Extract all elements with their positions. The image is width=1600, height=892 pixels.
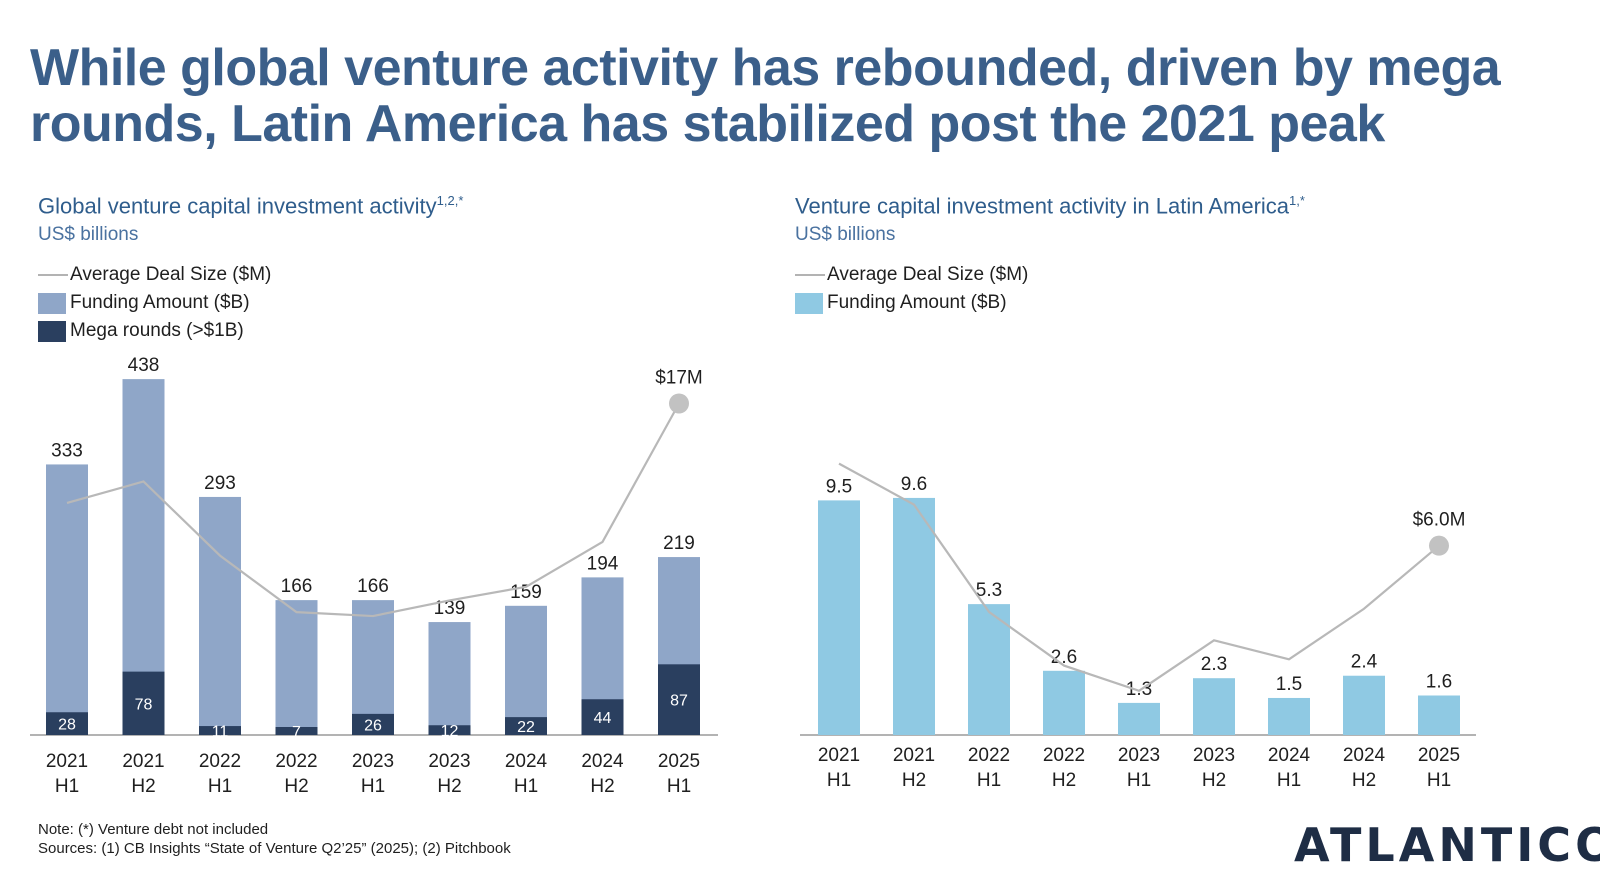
- x-tick-year: 2022: [275, 751, 317, 772]
- latam-legend: Average Deal Size ($M) Funding Amount ($…: [795, 261, 1555, 317]
- footnote-sources: Sources: (1) CB Insights “State of Ventu…: [38, 840, 511, 857]
- latam-chart-title-text: Venture capital investment activity in L…: [795, 193, 1290, 219]
- avg-deal-size-line: [66, 402, 680, 618]
- legend-swatch-line: [795, 274, 825, 277]
- mega-bar: [428, 725, 471, 735]
- global-legend: Average Deal Size ($M) Funding Amount ($…: [38, 261, 738, 345]
- legend-label: Funding Amount ($B): [70, 292, 250, 314]
- mega-value-label: 26: [364, 717, 382, 734]
- mega-bar: [275, 727, 318, 735]
- funding-bar: [275, 600, 318, 735]
- funding-bar: [46, 464, 88, 735]
- legend-item-funding: Funding Amount ($B): [795, 289, 1555, 317]
- global-chart-title: Global venture capital investment activi…: [38, 186, 738, 221]
- global-chart-units: US$ billions: [38, 224, 139, 246]
- funding-bar: [428, 622, 471, 735]
- x-tick-half: H1: [55, 776, 79, 797]
- legend-label: Mega rounds (>$1B): [70, 320, 244, 342]
- funding-value-label: 166: [281, 576, 313, 597]
- mega-value-label: 28: [58, 717, 76, 734]
- mega-bar: [505, 717, 547, 735]
- mega-value-label: 78: [135, 696, 153, 713]
- x-tick-half: H1: [361, 776, 385, 797]
- legend-swatch-line: [38, 274, 68, 277]
- legend-label: Average Deal Size ($M): [70, 264, 272, 286]
- legend-swatch-funding: [795, 292, 823, 314]
- x-tick-half: H1: [208, 776, 232, 797]
- x-tick-half: H2: [590, 776, 614, 797]
- x-tick-half: H1: [514, 776, 538, 797]
- funding-value-label: 333: [51, 440, 83, 461]
- global-chart-title-text: Global venture capital investment activi…: [38, 193, 437, 219]
- mega-bar: [581, 699, 624, 735]
- funding-value-label: 194: [587, 553, 619, 574]
- funding-value-label: 166: [357, 576, 389, 597]
- funding-bar: [199, 496, 241, 735]
- x-tick-year: 2022: [199, 751, 241, 772]
- legend-item-funding: Funding Amount ($B): [38, 289, 738, 317]
- footnote: Note: (*) Venture debt not included Sour…: [38, 820, 511, 858]
- mega-bar: [199, 726, 241, 735]
- avg-deal-size-endpoint: [669, 393, 689, 414]
- mega-value-label: 87: [670, 693, 688, 710]
- mega-bar: [46, 712, 88, 735]
- mega-value-label: 22: [517, 719, 535, 736]
- x-tick-half: H1: [667, 776, 691, 797]
- funding-bar: [352, 600, 394, 735]
- funding-value-label: 159: [510, 582, 542, 603]
- mega-bar: [658, 664, 700, 735]
- funding-value-label: 139: [434, 598, 466, 619]
- latam-chart-title: Venture capital investment activity in L…: [795, 186, 1555, 221]
- latam-chart-title-sup: 1,*: [1289, 193, 1305, 208]
- legend-swatch-funding: [38, 292, 66, 314]
- global-chart-header: Global venture capital investment activi…: [38, 186, 738, 345]
- x-tick-year: 2024: [505, 751, 548, 772]
- x-tick-half: H2: [284, 776, 308, 797]
- x-tick-year: 2025: [658, 751, 700, 772]
- mega-value-label: 12: [441, 723, 459, 740]
- mega-value-label: 11: [212, 724, 229, 741]
- x-tick-year: 2024: [581, 751, 624, 772]
- funding-bar: [505, 605, 547, 735]
- global-chart-title-sup: 1,2,*: [436, 193, 464, 208]
- legend-label: Funding Amount ($B): [827, 292, 1007, 314]
- x-tick-half: H2: [437, 776, 461, 797]
- avg-deal-size-end-label: $17M: [655, 368, 703, 389]
- mega-value-label: 7: [292, 724, 301, 741]
- atlantico-logo: ATLANTICO: [1294, 818, 1600, 872]
- footnote-note: Note: (*) Venture debt not included: [38, 821, 269, 838]
- mega-bar: [122, 671, 165, 735]
- legend-item-deal-size: Average Deal Size ($M): [795, 261, 1555, 289]
- funding-value-label: 438: [128, 355, 160, 376]
- x-tick-half: H2: [131, 776, 155, 797]
- x-tick-year: 2023: [352, 751, 394, 772]
- x-tick-year: 2023: [428, 751, 470, 772]
- funding-value-label: 293: [204, 473, 236, 494]
- x-tick-year: 2021: [122, 751, 164, 772]
- mega-bar: [352, 713, 394, 735]
- x-tick-year: 2021: [46, 751, 88, 772]
- funding-value-label: 219: [663, 533, 695, 554]
- latam-chart-header: Venture capital investment activity in L…: [795, 186, 1555, 317]
- latam-chart-units: US$ billions: [795, 224, 896, 246]
- legend-item-deal-size: Average Deal Size ($M): [38, 261, 738, 289]
- legend-item-mega: Mega rounds (>$1B): [38, 317, 738, 345]
- mega-value-label: 44: [594, 710, 612, 727]
- page-title: While global venture activity has reboun…: [30, 39, 1501, 153]
- legend-label: Average Deal Size ($M): [827, 264, 1029, 286]
- legend-swatch-mega: [38, 320, 66, 342]
